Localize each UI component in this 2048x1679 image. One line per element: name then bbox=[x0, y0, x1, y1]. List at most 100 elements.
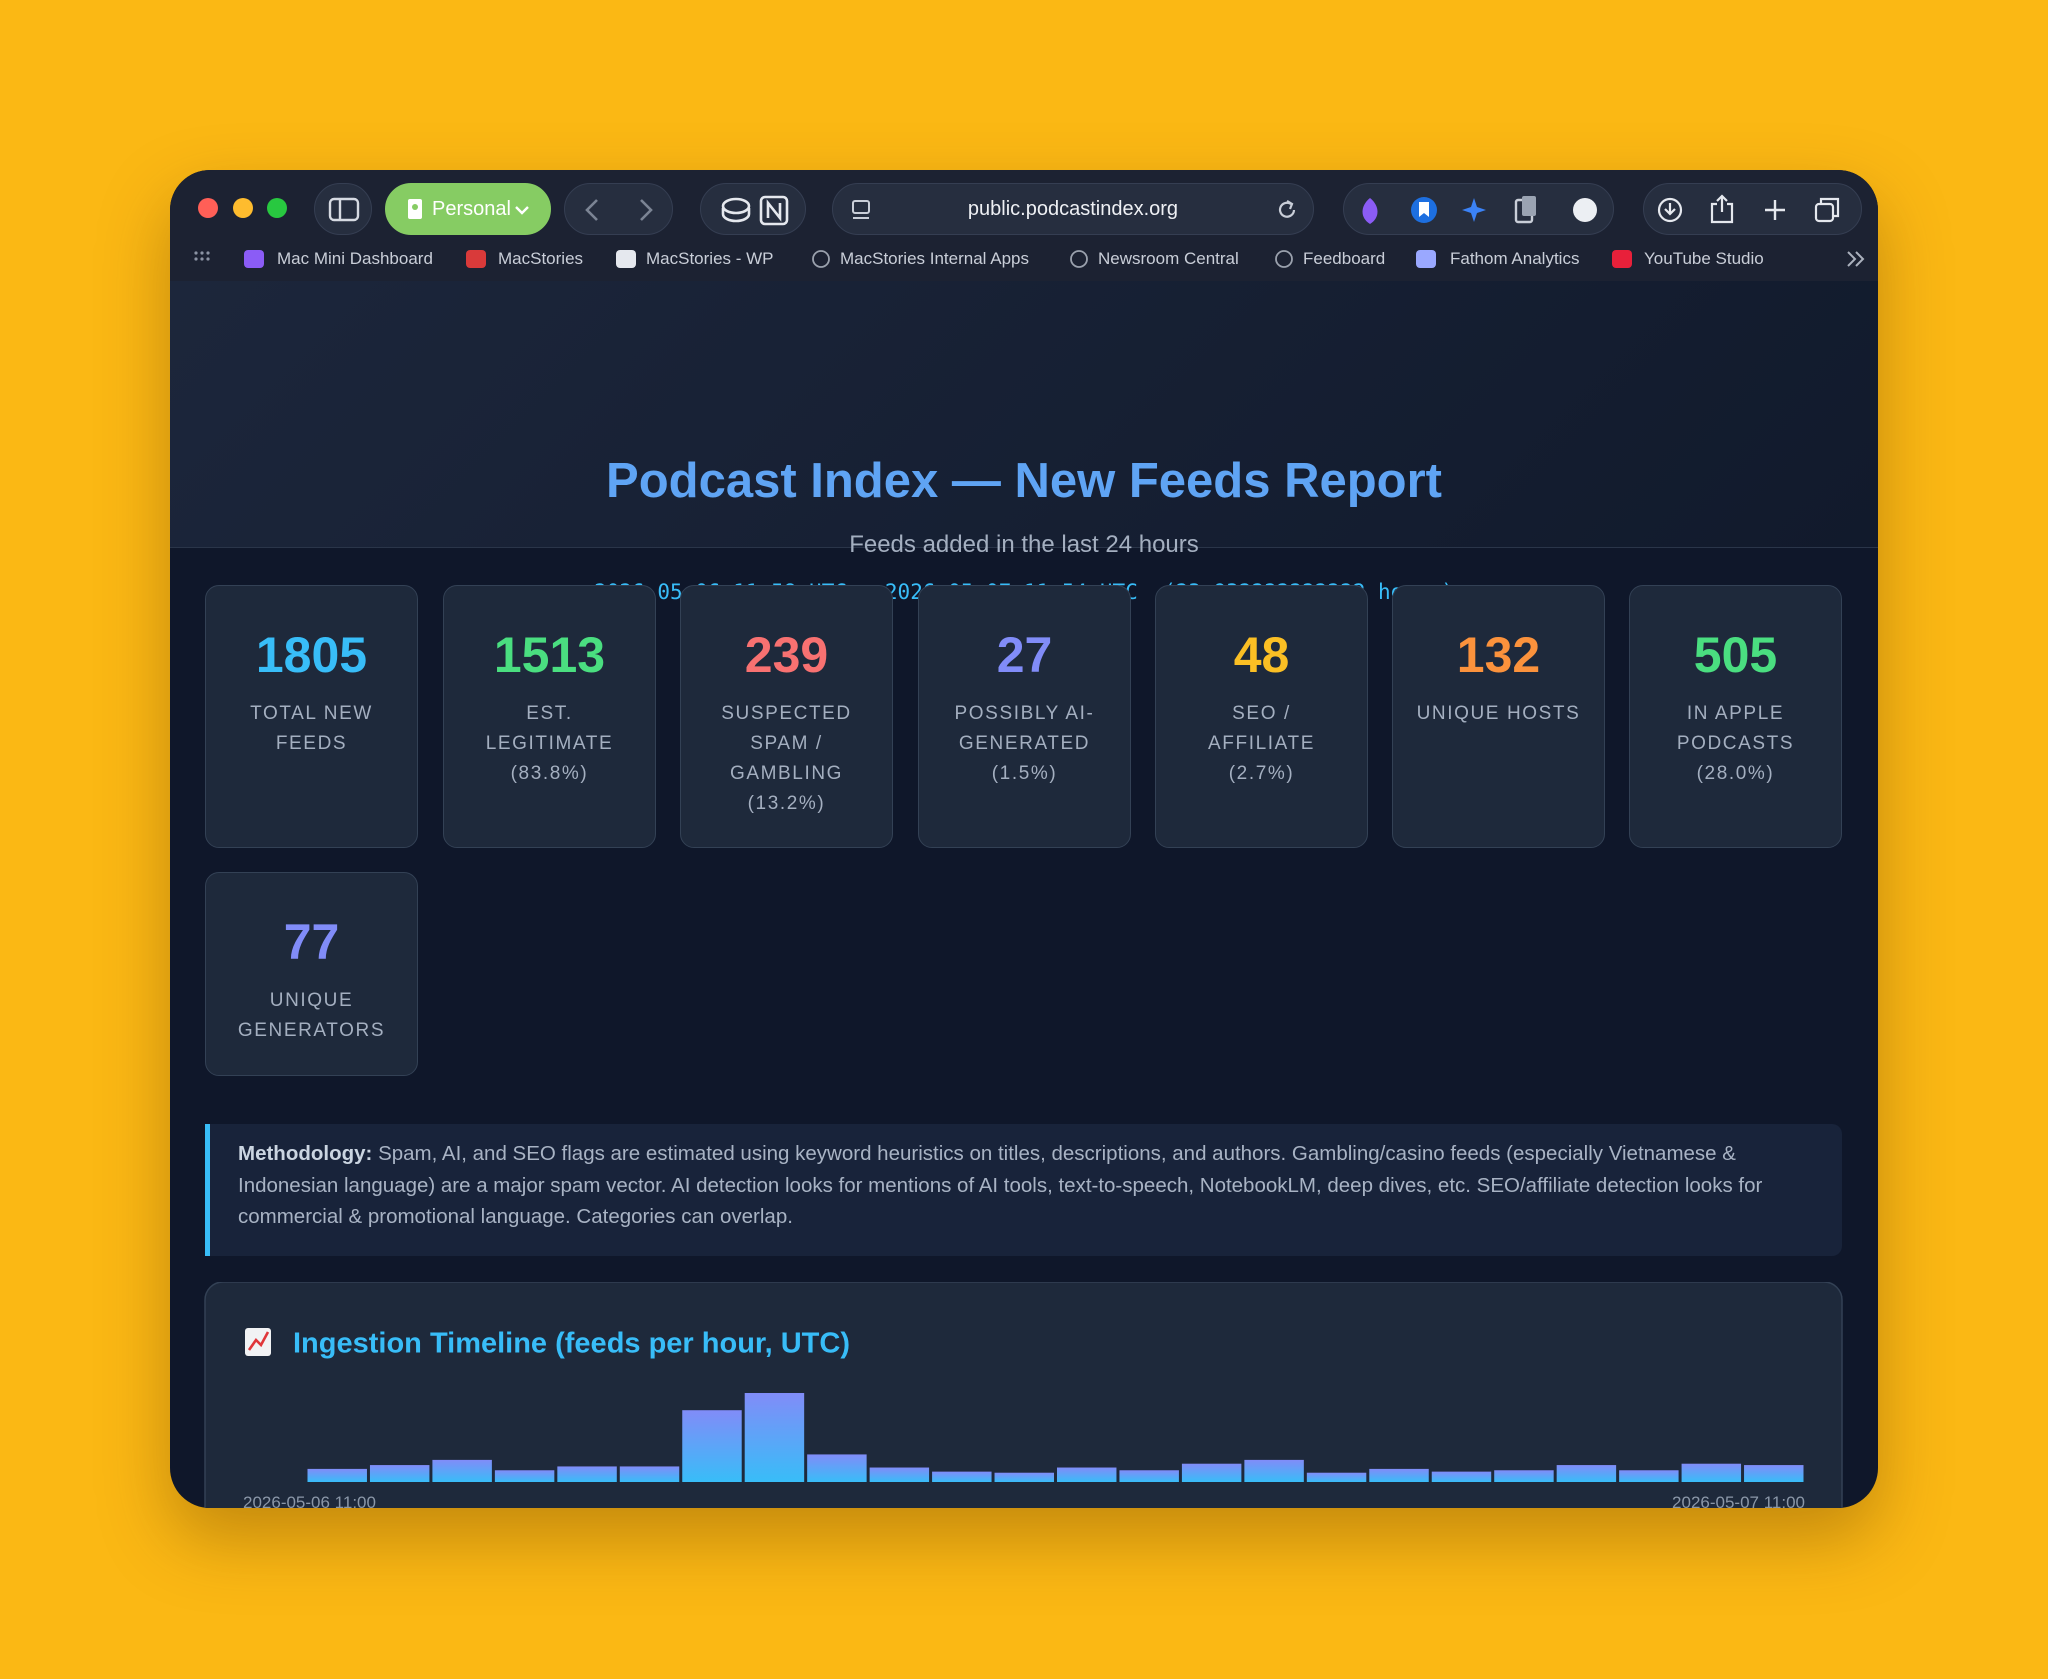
stat-value: 1513 bbox=[493, 627, 606, 683]
bookmark[interactable]: Feedboard bbox=[1303, 249, 1386, 268]
bar bbox=[1244, 1459, 1304, 1482]
sidebar-icon bbox=[328, 197, 360, 222]
extensions bbox=[1343, 183, 1614, 235]
bar bbox=[1057, 1467, 1117, 1482]
stat-label: POSSIBLY AI-GENERATED bbox=[954, 703, 1095, 754]
report-subtitle: Feeds added in the last 24 hours bbox=[849, 531, 1199, 558]
stat-card: 239 SUSPECTED SPAM / GAMBLING (13.2%) bbox=[680, 585, 893, 848]
stat-note: (1.5%) bbox=[991, 763, 1058, 784]
methodology-note: Methodology: Spam, AI, and SEO flags are… bbox=[205, 1124, 1842, 1256]
methodology-text: Spam, AI, and SEO flags are estimated us… bbox=[238, 1142, 1763, 1228]
stat-label-block: SEO / AFFILIATE (2.7%) bbox=[1178, 699, 1345, 789]
stat-note: (28.0%) bbox=[1696, 763, 1775, 784]
stat-value: 132 bbox=[1456, 627, 1541, 683]
bar bbox=[619, 1466, 680, 1482]
stat-card: 132 UNIQUE HOSTS bbox=[1392, 585, 1605, 848]
profile-button[interactable]: Personal bbox=[385, 183, 551, 235]
stat-label-block: IN APPLE PODCASTS (28.0%) bbox=[1652, 699, 1819, 789]
bar bbox=[557, 1466, 617, 1482]
stat-value: 239 bbox=[744, 627, 829, 683]
stat-label-block: UNIQUE GENERATORS bbox=[228, 986, 395, 1046]
stat-label: SEO / AFFILIATE bbox=[1208, 703, 1315, 754]
sidebar-button[interactable] bbox=[314, 183, 372, 235]
bar bbox=[1306, 1472, 1367, 1482]
bookmark[interactable]: Fathom Analytics bbox=[1450, 249, 1580, 268]
bookmark[interactable]: MacStories - WP bbox=[646, 249, 774, 268]
chart-title: Ingestion Timeline (feeds per hour, UTC) bbox=[293, 1328, 850, 1360]
bar bbox=[1431, 1471, 1492, 1482]
reload-icon[interactable] bbox=[1273, 184, 1303, 236]
x-tick-label: 2026-05-07 11:00 bbox=[1672, 1493, 1805, 1508]
bookmark[interactable]: MacStories bbox=[498, 249, 584, 268]
stat-card: 1513 EST. LEGITIMATE (83.8%) bbox=[443, 585, 656, 848]
stat-label: UNIQUE GENERATORS bbox=[237, 990, 386, 1041]
stat-label-block: POSSIBLY AI-GENERATED (1.5%) bbox=[941, 699, 1108, 789]
bar bbox=[307, 1468, 367, 1482]
chevron bbox=[515, 206, 529, 215]
nav-icons[interactable] bbox=[565, 184, 674, 236]
bar bbox=[744, 1393, 805, 1482]
bar bbox=[1181, 1463, 1242, 1482]
stat-label-block: TOTAL NEW FEEDS bbox=[228, 699, 395, 759]
tab-group-buttons[interactable] bbox=[700, 183, 806, 235]
url: public.podcastindex.org bbox=[967, 198, 1179, 220]
bar bbox=[932, 1471, 992, 1482]
stat-label: UNIQUE HOSTS bbox=[1416, 703, 1581, 724]
bar bbox=[1556, 1465, 1617, 1482]
window-actions bbox=[1643, 183, 1862, 235]
profile-icon bbox=[408, 199, 422, 219]
action-icons[interactable] bbox=[1644, 184, 1863, 236]
browser-window: Personal public.podcastindex.org Mac Min… bbox=[170, 170, 1878, 1508]
profile-name: Personal bbox=[432, 198, 511, 220]
stat-value: 505 bbox=[1693, 627, 1778, 683]
report-header: Podcast Index — New Feeds Report Feeds a… bbox=[170, 281, 1878, 604]
bar bbox=[682, 1410, 742, 1482]
tab-icons bbox=[721, 195, 789, 226]
stat-value: 77 bbox=[283, 914, 340, 970]
bar bbox=[494, 1470, 555, 1482]
toolbar: Personal public.podcastindex.org Mac Min… bbox=[170, 170, 1878, 281]
stat-value: 48 bbox=[1233, 627, 1290, 683]
bar bbox=[807, 1454, 867, 1482]
stat-label: IN APPLE PODCASTS bbox=[1676, 703, 1795, 754]
address-bar[interactable]: public.podcastindex.org bbox=[832, 183, 1314, 235]
stat-card: 27 POSSIBLY AI-GENERATED (1.5%) bbox=[918, 585, 1131, 848]
bar bbox=[1681, 1463, 1742, 1482]
bookmark[interactable]: Newsroom Central bbox=[1098, 249, 1239, 268]
stat-card: 48 SEO / AFFILIATE (2.7%) bbox=[1155, 585, 1368, 848]
stat-note: (13.2%) bbox=[747, 793, 826, 814]
stat-label-block: EST. LEGITIMATE (83.8%) bbox=[466, 699, 633, 789]
stat-card: 77 UNIQUE GENERATORS bbox=[205, 872, 418, 1076]
bar bbox=[1619, 1470, 1679, 1482]
stat-note: (2.7%) bbox=[1228, 763, 1295, 784]
bar bbox=[432, 1459, 492, 1482]
methodology-label: Methodology: bbox=[238, 1142, 373, 1165]
stat-label: EST. LEGITIMATE bbox=[485, 703, 614, 754]
bookmark[interactable]: YouTube Studio bbox=[1644, 249, 1764, 268]
stat-label: SUSPECTED SPAM / GAMBLING bbox=[721, 703, 852, 784]
navigation bbox=[564, 183, 673, 235]
bar bbox=[869, 1467, 930, 1482]
bar bbox=[369, 1465, 430, 1482]
toolbar-icons bbox=[198, 198, 287, 218]
bar bbox=[1119, 1470, 1179, 1482]
timeline-chart: Ingestion Timeline (feeds per hour, UTC)… bbox=[204, 1282, 1843, 1508]
stat-card: 505 IN APPLE PODCASTS (28.0%) bbox=[1629, 585, 1842, 848]
stat-note: (83.8%) bbox=[510, 763, 589, 784]
bar bbox=[994, 1472, 1054, 1482]
bar bbox=[1369, 1468, 1429, 1482]
bookmark[interactable]: Mac Mini Dashboard bbox=[277, 249, 433, 268]
page-menu-icon bbox=[852, 200, 870, 219]
stat-value: 1805 bbox=[255, 627, 368, 683]
bookmark[interactable]: MacStories Internal Apps bbox=[840, 249, 1029, 268]
close-button[interactable] bbox=[198, 198, 218, 218]
stat-label: TOTAL NEW FEEDS bbox=[250, 703, 373, 754]
chart-icon bbox=[245, 1328, 271, 1356]
stat-label-block: SUSPECTED SPAM / GAMBLING (13.2%) bbox=[703, 699, 870, 819]
stat-value: 27 bbox=[996, 627, 1053, 683]
minimize-button[interactable] bbox=[233, 198, 253, 218]
extension-icons[interactable] bbox=[1344, 184, 1615, 236]
zoom-button[interactable] bbox=[267, 198, 287, 218]
bar bbox=[1494, 1470, 1554, 1482]
